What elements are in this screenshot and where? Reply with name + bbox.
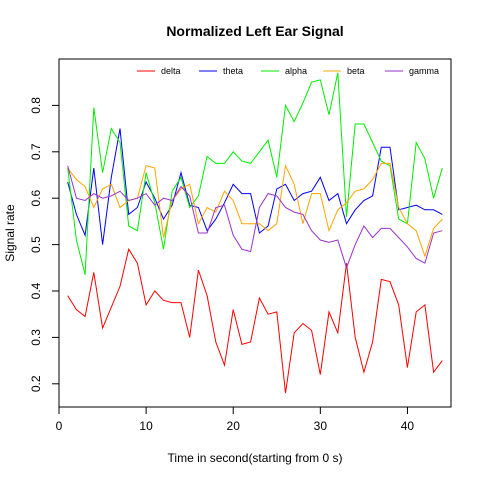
chart-title: Normalized Left Ear Signal [166, 23, 343, 39]
series-layer [67, 72, 443, 394]
legend-label-delta: delta [161, 66, 181, 76]
series-line-alpha [67, 72, 443, 275]
x-tick-label: 0 [56, 419, 63, 433]
y-axis: 0.2 0.3 0.4 0.5 0.6 0.7 0.8 [29, 97, 60, 392]
plot-frame [58, 58, 452, 408]
series-line-theta [67, 128, 443, 245]
y-axis-label: Signal rate [3, 204, 17, 262]
x-tick-label: 30 [314, 419, 328, 433]
legend-label-theta: theta [223, 66, 243, 76]
legend-label-gamma: gamma [409, 66, 439, 76]
y-tick-label: 0.2 [29, 375, 43, 392]
y-tick-label: 0.3 [29, 329, 43, 346]
legend-label-alpha: alpha [285, 66, 307, 76]
x-axis-label: Time in second(starting from 0 s) [168, 451, 343, 465]
series-line-delta [67, 247, 443, 394]
y-tick-label: 0.8 [29, 97, 43, 114]
y-tick-label: 0.4 [29, 282, 43, 299]
y-tick-label: 0.5 [29, 236, 43, 253]
legend: delta theta alpha beta gamma [137, 66, 439, 76]
x-tick-label: 40 [401, 419, 415, 433]
y-tick-label: 0.7 [29, 143, 43, 160]
x-axis: 0 10 20 30 40 [56, 406, 415, 433]
legend-label-beta: beta [347, 66, 365, 76]
y-tick-label: 0.6 [29, 190, 43, 207]
series-line-gamma [67, 165, 443, 270]
x-tick-label: 10 [139, 419, 153, 433]
x-tick-label: 20 [227, 419, 241, 433]
